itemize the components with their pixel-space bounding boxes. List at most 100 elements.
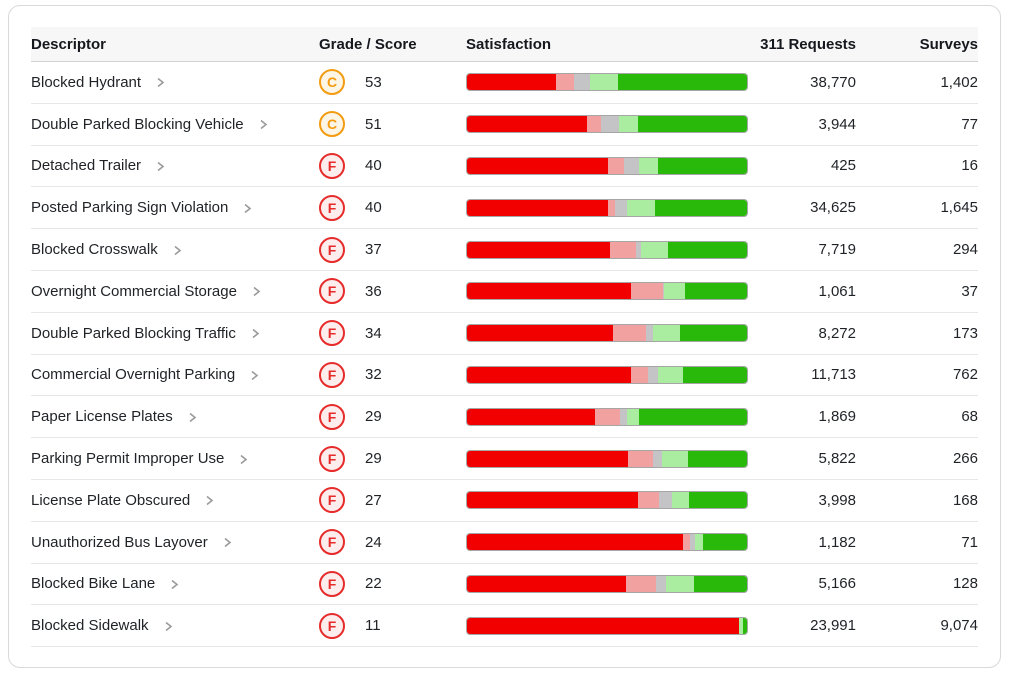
chevron-right-icon — [237, 453, 249, 466]
table-row[interactable]: Double Parked Blocking Vehicle C 51 3,94… — [31, 103, 978, 146]
descriptor-link[interactable]: Blocked Hydrant — [31, 74, 166, 91]
grade-badge: F — [319, 445, 345, 472]
descriptor-link[interactable]: Overnight Commercial Storage — [31, 283, 262, 300]
column-header-311-requests: 311 Requests — [760, 35, 856, 53]
requests-value: 5,822 — [818, 450, 856, 468]
grade-badge: F — [319, 570, 345, 597]
table-row[interactable]: Paper License Plates F 29 1,869 68 — [31, 396, 978, 439]
descriptor-label: Paper License Plates — [31, 408, 173, 426]
table-row[interactable]: Blocked Bike Lane F 22 5,166 128 — [31, 563, 978, 606]
bar-segment-very-dissatisfied — [467, 366, 632, 383]
bar-segment-very-satisfied — [703, 534, 747, 551]
table-row[interactable]: Unauthorized Bus Layover F 24 1,182 71 — [31, 521, 978, 564]
bar-segment-very-satisfied — [668, 241, 747, 258]
satisfaction-stacked-bar — [466, 407, 748, 426]
bar-segment-neutral — [646, 325, 654, 342]
descriptor-label: Posted Parking Sign Violation — [31, 199, 229, 217]
bar-segment-very-dissatisfied — [467, 283, 632, 300]
score-value: 53 — [365, 73, 382, 91]
requests-value: 5,166 — [818, 575, 856, 593]
descriptor-label: Commercial Overnight Parking — [31, 366, 236, 384]
descriptor-link[interactable]: Paper License Plates — [31, 408, 198, 425]
satisfaction-stacked-bar — [466, 574, 748, 593]
satisfaction-stacked-bar — [466, 449, 748, 468]
surveys-value: 762 — [952, 366, 978, 384]
grade-badge: F — [319, 320, 345, 347]
bar-segment-neutral — [619, 408, 628, 425]
bar-segment-neutral — [573, 74, 590, 91]
bar-segment-neutral — [653, 450, 663, 467]
bar-segment-satisfied — [666, 575, 695, 592]
bar-segment-very-dissatisfied — [467, 575, 627, 592]
grade-badge: F — [319, 361, 345, 388]
satisfaction-stacked-bar — [466, 282, 748, 301]
descriptor-link[interactable]: Blocked Crosswalk — [31, 241, 183, 258]
table-row[interactable]: Parking Permit Improper Use F 29 5,822 2… — [31, 438, 978, 480]
grade-badge: F — [319, 278, 345, 305]
grade-badge: F — [319, 194, 345, 221]
chevron-right-icon — [171, 244, 183, 257]
table-row[interactable]: Double Parked Blocking Traffic F 34 8,27… — [31, 312, 978, 355]
satisfaction-stacked-bar — [466, 156, 748, 175]
column-header-surveys: Surveys — [919, 35, 978, 53]
table-row[interactable]: License Plate Obscured F 27 3,998 168 — [31, 479, 978, 522]
bar-segment-satisfied — [672, 492, 690, 509]
score-value: 36 — [365, 282, 382, 300]
score-value: 22 — [365, 575, 382, 593]
bar-segment-satisfied — [664, 283, 686, 300]
bar-segment-very-dissatisfied — [467, 325, 614, 342]
bar-segment-very-satisfied — [658, 157, 747, 174]
satisfaction-stacked-bar — [466, 198, 748, 217]
descriptor-link[interactable]: Double Parked Blocking Traffic — [31, 325, 261, 342]
surveys-value: 1,402 — [940, 73, 978, 91]
table-row[interactable]: Blocked Sidewalk F 11 23,991 9,074 — [31, 605, 978, 648]
bar-segment-satisfied — [639, 157, 659, 174]
grade-badge: F — [319, 236, 345, 263]
table-row[interactable]: Posted Parking Sign Violation F 40 34,62… — [31, 187, 978, 230]
bar-segment-dissatisfied — [683, 534, 691, 551]
table-row[interactable]: Commercial Overnight Parking F 32 11,713… — [31, 354, 978, 397]
descriptor-link[interactable]: License Plate Obscured — [31, 492, 215, 509]
chevron-right-icon — [154, 76, 166, 89]
violations-table-card: Descriptor Grade / Score Satisfaction 31… — [8, 5, 1001, 668]
bar-segment-very-dissatisfied — [467, 74, 556, 91]
descriptor-link[interactable]: Double Parked Blocking Vehicle — [31, 116, 269, 133]
table-row[interactable]: Blocked Crosswalk F 37 7,719 294 — [31, 229, 978, 271]
bar-segment-very-dissatisfied — [467, 450, 629, 467]
satisfaction-stacked-bar — [466, 73, 748, 92]
descriptor-link[interactable]: Detached Trailer — [31, 157, 166, 174]
bar-segment-very-dissatisfied — [467, 408, 595, 425]
chevron-right-icon — [203, 494, 215, 507]
table-row[interactable]: Detached Trailer F 40 425 16 — [31, 145, 978, 188]
requests-value: 8,272 — [818, 324, 856, 342]
requests-value: 425 — [830, 157, 856, 175]
bar-segment-dissatisfied — [628, 450, 654, 467]
descriptor-link[interactable]: Blocked Bike Lane — [31, 575, 180, 592]
descriptor-link[interactable]: Blocked Sidewalk — [31, 617, 174, 634]
score-value: 40 — [365, 157, 382, 175]
surveys-value: 128 — [952, 575, 978, 593]
requests-value: 1,182 — [818, 533, 856, 551]
score-value: 40 — [365, 199, 382, 217]
bar-segment-very-satisfied — [639, 408, 747, 425]
bar-segment-satisfied — [738, 617, 743, 634]
grade-badge: F — [319, 612, 345, 639]
descriptor-link[interactable]: Unauthorized Bus Layover — [31, 534, 233, 551]
descriptor-link[interactable]: Posted Parking Sign Violation — [31, 199, 253, 216]
requests-value: 38,770 — [810, 73, 856, 91]
descriptor-label: Overnight Commercial Storage — [31, 282, 237, 300]
chevron-right-icon — [248, 369, 260, 382]
score-value: 27 — [365, 491, 382, 509]
column-header-satisfaction: Satisfaction — [466, 35, 552, 53]
grade-badge: C — [319, 111, 345, 138]
descriptor-link[interactable]: Parking Permit Improper Use — [31, 450, 249, 467]
grade-badge: C — [319, 69, 345, 96]
table-row[interactable]: Blocked Hydrant C 53 38,770 1,402 — [31, 62, 978, 104]
bar-segment-very-satisfied — [689, 492, 747, 509]
chevron-right-icon — [154, 160, 166, 173]
table-row[interactable]: Overnight Commercial Storage F 36 1,061 … — [31, 270, 978, 313]
bar-segment-neutral — [656, 575, 667, 592]
descriptor-link[interactable]: Commercial Overnight Parking — [31, 366, 260, 383]
grade-badge: F — [319, 403, 345, 430]
surveys-value: 16 — [961, 157, 978, 175]
